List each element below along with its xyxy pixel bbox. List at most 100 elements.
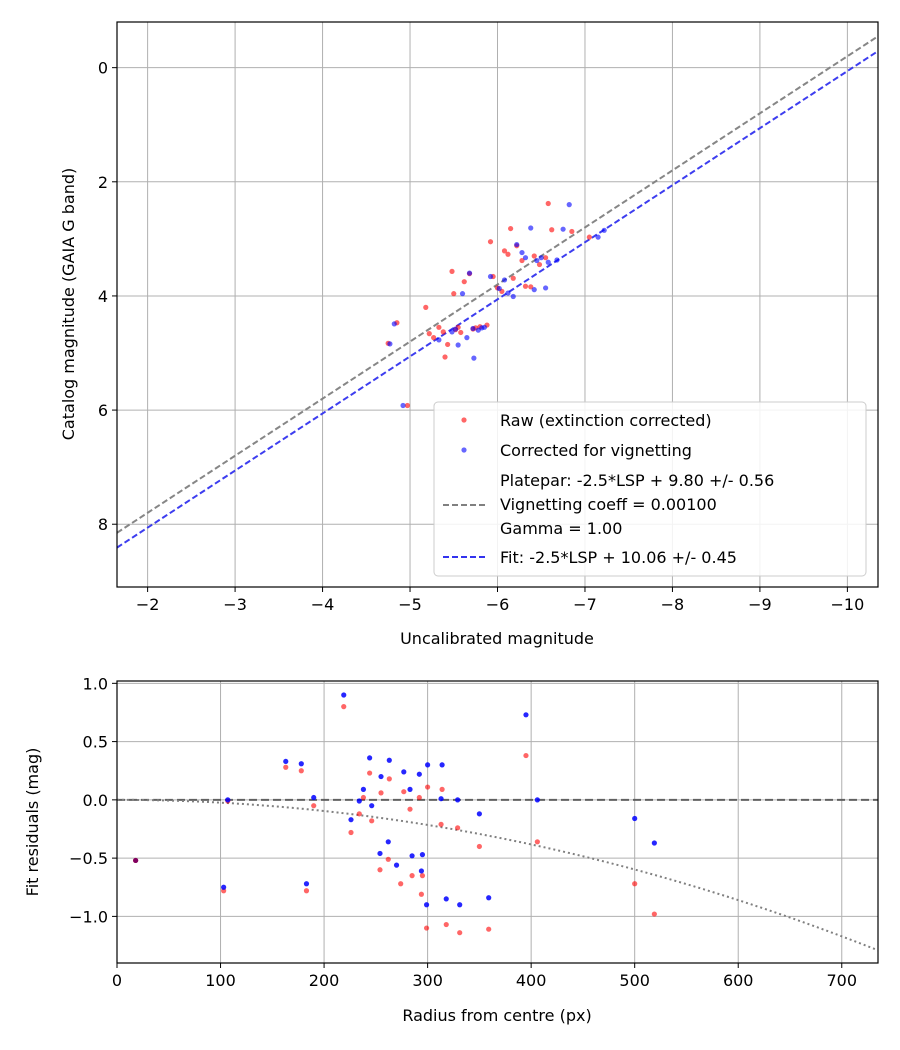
data-point-corrected	[514, 241, 520, 248]
x-tick-label: −5	[398, 595, 422, 614]
legend-marker-corrected	[461, 447, 467, 453]
data-point-raw	[404, 402, 411, 409]
x-tick-label: 600	[723, 971, 754, 990]
data-point-raw	[455, 825, 461, 831]
data-point-corrected	[486, 895, 492, 901]
legend-label-platepar-1: Platepar: -2.5*LSP + 9.80 +/- 0.56	[500, 471, 774, 490]
x-tick-label: 0	[112, 971, 122, 990]
data-point-corrected	[341, 692, 347, 698]
bottom-y-axis-label: Fit residuals (mag)	[23, 748, 42, 897]
y-tick-label: 0.5	[83, 733, 108, 752]
data-point-raw	[458, 329, 464, 336]
data-point-raw	[369, 818, 375, 824]
data-point-corrected	[459, 291, 466, 297]
data-point-raw	[426, 331, 432, 337]
data-point-corrected	[519, 249, 525, 256]
y-tick-label: 0.0	[83, 791, 108, 810]
data-point-corrected	[481, 324, 487, 330]
data-point-corrected	[439, 762, 445, 768]
x-tick-label: −4	[311, 595, 335, 614]
data-point-raw	[510, 275, 516, 281]
data-point-corrected	[501, 277, 508, 283]
data-point-corrected	[401, 769, 407, 775]
legend-label-platepar-3: Gamma = 1.00	[500, 519, 622, 538]
y-tick-label: 2	[98, 173, 108, 192]
data-point-raw	[407, 806, 413, 812]
data-point-raw	[356, 811, 362, 817]
data-point-corrected	[387, 341, 393, 347]
data-point-corrected	[452, 326, 459, 332]
data-point-raw	[519, 257, 525, 264]
data-point-corrected	[311, 794, 317, 801]
y-tick-label: 8	[98, 515, 108, 534]
data-point-corrected	[457, 902, 463, 908]
data-point-corrected	[386, 757, 392, 763]
data-point-raw	[476, 843, 482, 850]
data-point-raw	[436, 324, 442, 330]
data-point-raw	[534, 839, 540, 845]
data-point-corrected	[221, 884, 227, 890]
data-point-raw	[461, 279, 467, 285]
data-point-raw	[386, 776, 392, 782]
data-point-corrected	[464, 335, 470, 341]
data-point-corrected	[225, 797, 231, 803]
data-point-raw	[451, 291, 457, 297]
legend: Raw (extinction corrected) Corrected for…	[433, 401, 867, 577]
x-tick-label: −8	[661, 595, 685, 614]
data-point-corrected	[455, 797, 461, 803]
data-point-corrected	[560, 226, 566, 232]
legend-box	[433, 401, 867, 577]
data-point-corrected	[455, 342, 461, 348]
y-tick-label: 6	[98, 401, 108, 420]
data-point-corrected	[438, 796, 444, 802]
data-point-corrected	[543, 285, 549, 291]
data-point-corrected	[531, 287, 537, 293]
data-point-raw	[505, 251, 511, 257]
data-point-raw	[632, 881, 638, 887]
data-point-corrected	[367, 755, 373, 761]
data-point-corrected	[283, 758, 289, 765]
data-point-raw	[377, 867, 383, 873]
x-tick-label: −9	[748, 595, 772, 614]
data-point-corrected	[487, 273, 494, 280]
data-point-raw	[283, 764, 289, 770]
x-tick-label: 500	[619, 971, 650, 990]
x-tick-label: 300	[412, 971, 443, 990]
data-point-raw	[438, 821, 444, 827]
data-point-corrected	[369, 803, 375, 809]
data-point-corrected	[360, 786, 367, 792]
data-point-corrected	[400, 402, 406, 409]
data-point-corrected	[449, 329, 455, 335]
data-point-corrected	[385, 839, 391, 845]
legend-label-platepar-2: Vignetting coeff = 0.00100	[500, 495, 717, 514]
data-point-raw	[440, 329, 446, 335]
fit-line-3	[117, 50, 878, 549]
data-point-raw	[501, 248, 508, 254]
data-point-raw	[543, 255, 549, 261]
data-point-raw	[651, 911, 657, 917]
data-point-corrected	[651, 840, 657, 846]
data-point-raw	[419, 873, 426, 879]
data-point-corrected	[393, 862, 400, 868]
x-tick-label: 400	[516, 971, 547, 990]
top-x-axis-label: Uncalibrated magnitude	[400, 629, 594, 648]
legend-label-raw: Raw (extinction corrected)	[500, 411, 712, 430]
data-point-raw	[528, 284, 534, 290]
data-point-raw	[457, 930, 463, 936]
data-point-corrected	[423, 902, 430, 908]
y-tick-label: −1.0	[69, 907, 108, 926]
magnitude-scatter-chart: −2 −3 −4 −5 −6 −7 −8 −9 −10 0 2 4 6 8 Uncalibrated m…	[59, 21, 879, 648]
data-point-raw	[549, 227, 555, 233]
data-point-corrected	[407, 786, 413, 792]
data-point-corrected	[425, 762, 431, 768]
data-point-raw	[418, 891, 424, 897]
fit-line-2	[117, 35, 878, 534]
data-point-corrected	[471, 355, 477, 361]
top-x-ticks: −2 −3 −4 −5 −6 −7 −8 −9 −10	[136, 587, 864, 614]
data-point-corrected	[391, 321, 397, 327]
data-point-raw	[311, 803, 317, 809]
x-tick-label: −6	[486, 595, 510, 614]
data-point-corrected	[298, 761, 304, 767]
data-point-corrected	[510, 293, 516, 300]
data-point-corrected	[601, 227, 607, 233]
